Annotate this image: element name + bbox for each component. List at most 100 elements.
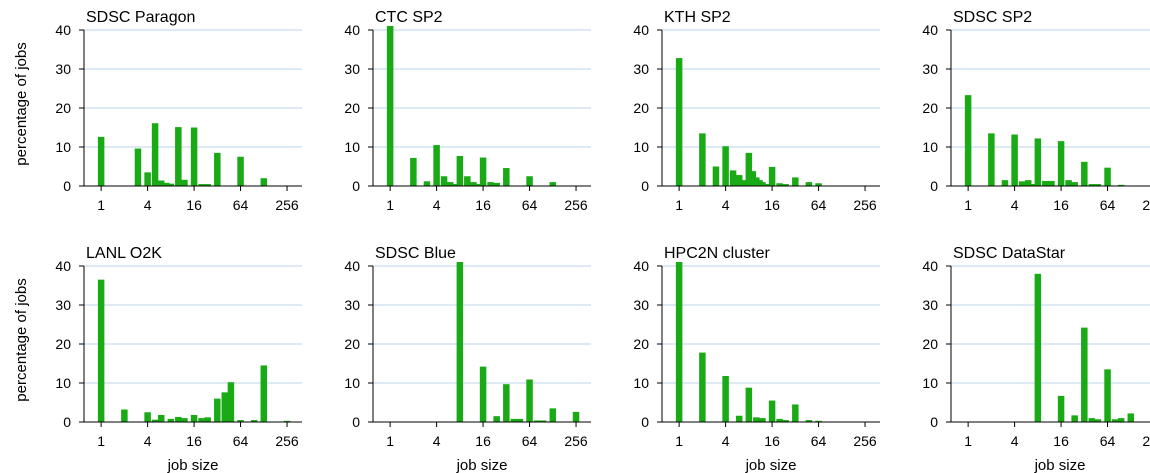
bar — [712, 166, 720, 186]
chart-panel: 0 10 20 30 40 1 4 16 64 256 HPC2N cluster job size — [633, 245, 880, 473]
bar — [699, 352, 706, 422]
bar — [1057, 141, 1065, 186]
y-tick-label: 10 — [55, 139, 71, 155]
bar — [1018, 181, 1026, 186]
y-tick-label: 40 — [344, 258, 360, 274]
x-tick-label: 64 — [811, 197, 827, 213]
bar — [423, 181, 431, 186]
bar — [190, 414, 198, 422]
x-axis-label: job size — [1034, 457, 1086, 473]
x-tick-label: 4 — [1011, 197, 1019, 213]
y-tick-label: 0 — [641, 414, 649, 430]
panel-title: HPC2N cluster — [664, 245, 770, 262]
bar — [722, 375, 729, 422]
bar — [526, 176, 533, 186]
bar — [1088, 184, 1096, 186]
bar — [1117, 184, 1125, 186]
y-tick-label: 10 — [344, 139, 360, 155]
bar — [782, 184, 789, 186]
bar — [768, 166, 776, 186]
y-tick-label: 30 — [55, 61, 71, 77]
y-tick-label: 40 — [55, 22, 71, 38]
bar — [214, 152, 221, 186]
x-tick-label: 256 — [275, 433, 299, 449]
y-tick-label: 20 — [344, 336, 360, 352]
panel-title: SDSC Blue — [375, 245, 456, 262]
bar — [805, 182, 813, 186]
bar — [479, 366, 487, 422]
bar — [250, 420, 258, 422]
bar — [526, 379, 533, 422]
y-tick-label: 20 — [922, 100, 938, 116]
y-tick-label: 20 — [633, 336, 649, 352]
bar — [283, 420, 291, 422]
bar — [167, 183, 175, 186]
bar — [782, 420, 789, 422]
bar — [157, 414, 165, 422]
bar — [675, 58, 683, 186]
x-tick-label: 256 — [564, 433, 588, 449]
bar — [1088, 418, 1096, 422]
x-axis-label: job size — [167, 457, 219, 473]
bar — [475, 184, 482, 186]
y-tick-label: 20 — [922, 336, 938, 352]
bar — [221, 392, 229, 422]
y-tick-label: 40 — [922, 258, 938, 274]
bar — [1081, 327, 1088, 422]
bar — [410, 157, 417, 186]
bar — [792, 404, 799, 422]
x-tick-label: 16 — [475, 197, 491, 213]
y-tick-label: 0 — [352, 178, 360, 194]
bar — [768, 400, 776, 422]
bar — [792, 177, 799, 186]
x-tick-label: 256 — [1142, 433, 1150, 449]
x-tick-label: 4 — [433, 433, 441, 449]
bar — [1024, 180, 1032, 186]
bar — [815, 420, 822, 422]
bar — [260, 365, 268, 422]
bar — [1081, 161, 1088, 186]
bar — [97, 279, 105, 422]
bar — [741, 180, 748, 186]
bar — [452, 184, 459, 186]
bar — [1104, 369, 1111, 422]
bar — [181, 179, 188, 186]
bar — [446, 182, 454, 186]
bar — [386, 26, 394, 186]
x-tick-label: 1 — [97, 197, 105, 213]
bar — [144, 412, 151, 422]
x-tick-label: 16 — [1053, 197, 1069, 213]
bar — [735, 175, 743, 186]
bar — [510, 418, 518, 422]
x-tick-label: 64 — [1100, 433, 1116, 449]
bar — [749, 171, 757, 186]
x-tick-label: 1 — [964, 433, 972, 449]
bar — [1034, 138, 1042, 186]
bar — [675, 262, 683, 422]
bar — [1034, 273, 1042, 422]
y-tick-label: 10 — [344, 375, 360, 391]
bar — [533, 420, 541, 422]
x-tick-label: 256 — [853, 197, 877, 213]
bar — [157, 180, 165, 186]
bar — [745, 387, 753, 422]
bar — [479, 157, 487, 186]
x-tick-label: 16 — [764, 197, 780, 213]
bar — [175, 416, 182, 422]
bar — [1111, 419, 1119, 422]
y-tick-label: 30 — [633, 297, 649, 313]
x-tick-label: 64 — [233, 197, 249, 213]
x-tick-label: 16 — [1053, 433, 1069, 449]
bar — [456, 155, 464, 186]
bar — [1094, 184, 1102, 186]
bar — [1048, 180, 1055, 186]
x-axis-label: job size — [745, 457, 797, 473]
x-tick-label: 1 — [386, 197, 394, 213]
bar — [1011, 134, 1018, 186]
bar — [988, 133, 995, 186]
y-tick-label: 0 — [352, 414, 360, 430]
chart-panel: 0 10 20 30 40 1 4 16 64 256 CTC SP2 — [344, 9, 591, 213]
x-axis-label: job size — [456, 457, 508, 473]
bar — [1127, 413, 1135, 422]
